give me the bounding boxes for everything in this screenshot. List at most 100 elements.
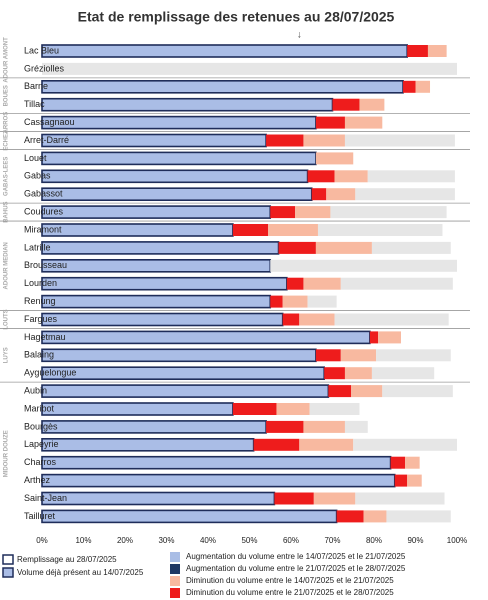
bar-segment: [378, 331, 401, 344]
bar-segment: [390, 456, 406, 469]
category-label: Arthez: [24, 475, 51, 485]
group-label: ADOUR MEDIAN: [4, 242, 10, 289]
category-label: Lourden: [24, 278, 57, 288]
bar-segment: [42, 331, 370, 344]
bar-segment: [276, 403, 310, 415]
bar-segment: [299, 438, 354, 451]
legend-label: Remplissage au 28/07/2025: [17, 555, 117, 564]
category-label: Lapeyrie: [24, 439, 59, 449]
x-tick-label: 30%: [158, 536, 174, 545]
bar-segment: [376, 349, 451, 362]
bar-segment: [42, 295, 271, 308]
x-tick-label: 50%: [241, 536, 257, 545]
bar-segment: [336, 510, 364, 523]
bar-segment: [309, 403, 360, 415]
group-label: ECHEZ: [4, 130, 10, 151]
bar-segment: [403, 80, 416, 93]
bar-segment: [42, 170, 308, 183]
x-tick-label: 0%: [36, 536, 48, 545]
bar-segment: [344, 116, 383, 129]
bar-segment: [42, 510, 337, 523]
bar-segment: [359, 98, 385, 111]
legend-label: Diminution du volume entre le 21/07/2025…: [186, 588, 394, 597]
bar-segment: [42, 474, 395, 487]
bar-segment: [270, 295, 283, 308]
annotation: ↓: [297, 30, 302, 41]
bar-segment: [286, 277, 304, 290]
group-label: ADOUR AMONT: [4, 37, 10, 83]
bar-segment: [340, 349, 377, 362]
group-label: MIDOUR DOUZE: [4, 430, 10, 477]
category-label: Gabassot: [24, 189, 63, 199]
bar-segment: [303, 277, 341, 290]
bar-segment: [382, 385, 453, 398]
bar-segment: [334, 170, 368, 183]
category-label: Miramont: [24, 224, 62, 234]
x-tick-label: 80%: [366, 536, 382, 545]
legend-label: Augmentation du volume entre le 14/07/20…: [186, 552, 406, 561]
group-label: GABAS-LEES: [4, 157, 10, 196]
bar-segment: [42, 80, 404, 93]
bar-segment: [42, 367, 325, 380]
bar-segment: [42, 241, 279, 254]
bar-segment: [313, 492, 356, 505]
category-label: Louet: [24, 153, 47, 163]
bar-segment: [42, 313, 283, 326]
bar-segment: [344, 367, 372, 380]
bar-segment: [324, 367, 345, 380]
bar-segment: [407, 45, 428, 57]
group-label: BAHUS: [4, 201, 10, 222]
bar-segment: [355, 188, 455, 201]
category-label: Ayguelongue: [24, 368, 76, 378]
bar-segment: [268, 224, 318, 236]
legend-swatch: [170, 564, 180, 574]
x-tick-label: 100%: [447, 536, 467, 545]
category-label: Cassagnaou: [24, 117, 75, 127]
category-label: Saint-Jean: [24, 493, 67, 503]
bar-segment: [42, 438, 254, 451]
bar-segment: [232, 224, 269, 236]
bar-segment: [407, 474, 422, 487]
bar-segment: [307, 170, 335, 183]
bar-segment: [303, 420, 345, 433]
bar-segment: [334, 313, 449, 326]
bar-segment: [369, 331, 379, 344]
bar-segment: [367, 170, 455, 183]
bar-segment: [42, 188, 312, 201]
bar-segment: [315, 152, 354, 165]
bar-segment: [266, 420, 304, 433]
bar-segment: [42, 45, 408, 57]
bar-segment: [42, 259, 271, 272]
category-label: Arret-Darré: [24, 135, 69, 145]
bar-segment: [299, 313, 335, 326]
x-tick-label: 70%: [324, 536, 340, 545]
bar-segment: [42, 116, 316, 129]
group-label: ARROS: [4, 112, 10, 134]
category-label: Brousseau: [24, 260, 67, 270]
category-label: Aubin: [24, 385, 47, 395]
x-tick-label: 40%: [200, 536, 216, 545]
legend-label: Diminution du volume entre le 14/07/2025…: [186, 576, 394, 585]
x-tick-label: 60%: [283, 536, 299, 545]
category-label: Tillac: [24, 99, 45, 109]
bar-segment: [315, 116, 345, 129]
x-tick-label: 20%: [117, 536, 133, 545]
category-label: Barne: [24, 81, 48, 91]
bar-segment: [270, 259, 457, 272]
bar-segment: [42, 456, 391, 469]
category-label: Maribot: [24, 403, 55, 413]
bar-segment: [42, 152, 316, 165]
bar-segment: [330, 206, 447, 219]
category-label: Renung: [24, 296, 56, 306]
bar-segment: [328, 385, 352, 398]
bar-segment: [307, 295, 337, 308]
bar-segment: [317, 224, 443, 236]
bar-segment: [42, 277, 287, 290]
group-label: LOUTS: [4, 309, 10, 329]
legend-swatch: [170, 588, 180, 598]
bar-segment: [315, 241, 372, 254]
bar-segment: [427, 45, 447, 57]
group-label: BOUES: [4, 85, 10, 106]
chart-title: Etat de remplissage des retenues au 28/0…: [78, 9, 395, 25]
